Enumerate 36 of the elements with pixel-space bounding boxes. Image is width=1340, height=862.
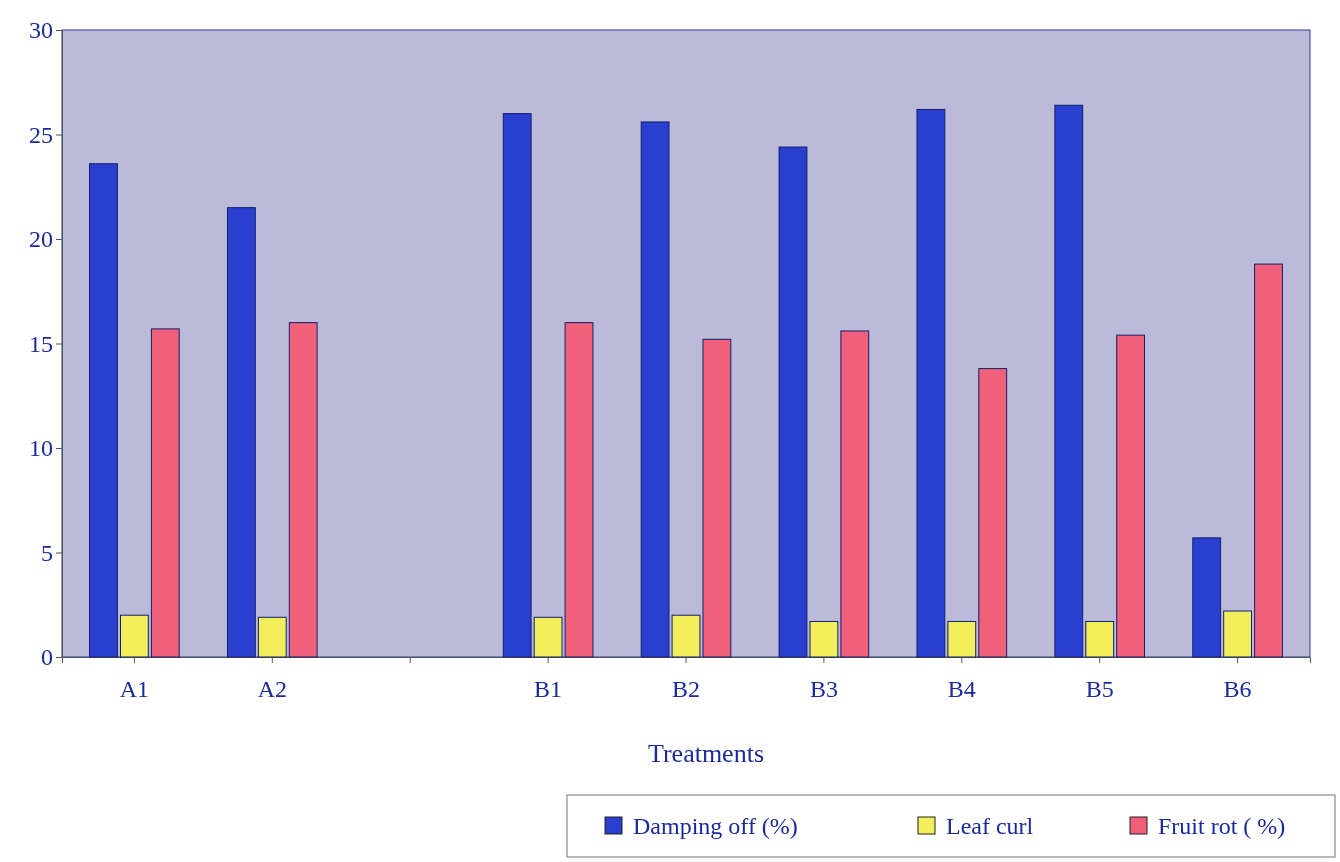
bar [150,328,180,658]
legend-label: Fruit rot ( %) [1158,813,1286,839]
bar [1223,610,1253,658]
bar [840,330,870,658]
bar [1116,334,1146,658]
x-tick-label: B3 [809,676,838,703]
x-tick-label: B4 [947,676,976,703]
bar [502,113,532,658]
legend-label: Leaf curl [946,813,1034,839]
bar [1192,537,1222,658]
bar [1254,263,1283,658]
bar [916,108,946,658]
x-axis-title: Treatments [647,739,765,768]
y-tick-label: 0 [41,644,53,671]
x-tick-label: A2 [257,676,287,703]
bar [947,620,977,658]
x-tick-label: B1 [534,676,563,703]
bar [119,614,149,658]
x-tick-label: A1 [119,676,150,703]
bar [1054,104,1084,658]
bar [89,163,118,658]
bar [978,368,1008,658]
y-tick-label: 30 [29,17,53,44]
bar [1085,620,1115,658]
y-tick-label: 25 [29,121,53,148]
x-tick-label: B5 [1085,676,1114,703]
bar [288,322,318,658]
y-tick-label: 5 [41,539,53,566]
y-tick-label: 10 [29,435,53,462]
x-tick-label: B2 [671,676,701,703]
y-tick-label: 20 [29,226,53,253]
legend-label: Damping off (%) [633,813,798,839]
y-tick-label: 15 [29,330,53,357]
bar [226,207,256,658]
x-tick-label: B6 [1223,676,1252,703]
bar [257,616,287,658]
